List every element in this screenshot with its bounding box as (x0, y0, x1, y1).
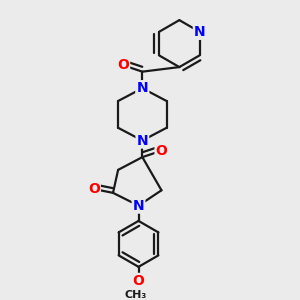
Text: O: O (155, 144, 167, 158)
Text: N: N (194, 25, 206, 39)
Text: O: O (88, 182, 100, 196)
Text: N: N (136, 81, 148, 95)
Text: O: O (133, 274, 145, 288)
Text: N: N (136, 81, 148, 95)
Text: N: N (133, 199, 144, 213)
Text: CH₃: CH₃ (125, 290, 147, 300)
Text: N: N (136, 134, 148, 148)
Text: O: O (117, 58, 129, 72)
